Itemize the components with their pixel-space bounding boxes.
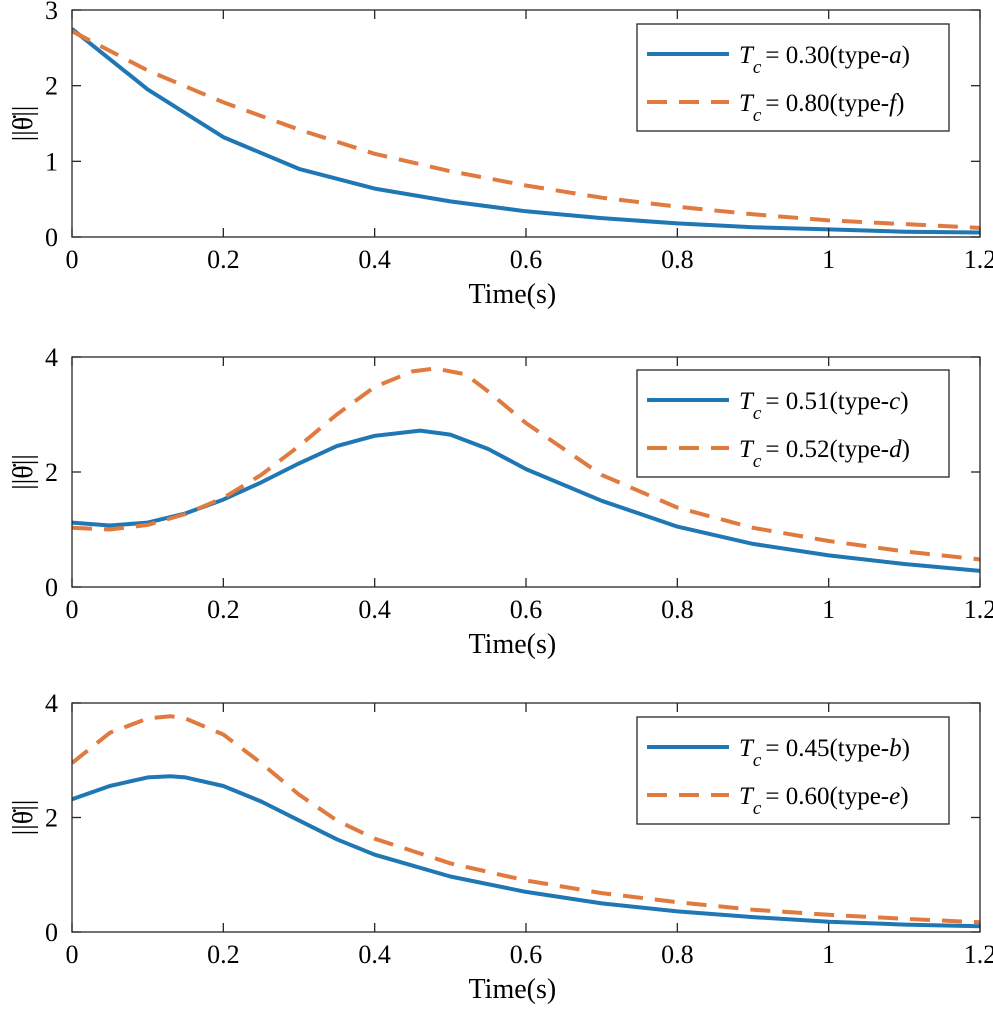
- legend: Tc = 0.30(type-a)Tc = 0.80(type-f): [636, 23, 950, 132]
- x-tick-label: 0.4: [358, 595, 391, 624]
- x-tick-label: 0: [66, 940, 79, 969]
- x-tick-label: 1: [822, 940, 835, 969]
- legend-sub: c: [753, 105, 762, 126]
- x-tick-label: 0: [66, 245, 79, 274]
- x-tick-label: 1.2: [964, 940, 993, 969]
- series-line-dashed: [72, 366, 980, 562]
- legend-close: ): [896, 90, 904, 117]
- legend-box: [636, 369, 950, 478]
- y-tick-label: 4: [45, 689, 58, 718]
- legend-close: ): [902, 436, 910, 463]
- legend-entry: Tc = 0.60(type-e): [739, 783, 909, 819]
- y-tick-label: 0: [45, 918, 58, 947]
- legend-entry: Tc = 0.51(type-c): [739, 388, 909, 424]
- legend-type: b: [889, 735, 902, 762]
- legend-close: ): [900, 783, 908, 810]
- x-axis-title: Time(s): [469, 974, 557, 1005]
- series-line-dashed: [72, 29, 980, 230]
- x-tick-label: 0.2: [207, 595, 240, 624]
- series-line-dashed: [72, 714, 980, 925]
- x-tick-label: 0.6: [510, 940, 543, 969]
- x-tick-label: 0.6: [510, 595, 543, 624]
- x-tick-label: 0.2: [207, 245, 240, 274]
- legend-close: ): [902, 42, 910, 69]
- x-tick-label: 1: [822, 595, 835, 624]
- x-tick-label: 1.2: [964, 245, 993, 274]
- legend-type: e: [889, 783, 900, 810]
- legend-sub: c: [753, 798, 762, 819]
- y-tick-label: 2: [45, 804, 58, 833]
- y-axis-title: ||θ̇||: [8, 106, 39, 142]
- legend-entry: Tc = 0.45(type-b): [739, 735, 910, 771]
- x-tick-label: 0.4: [358, 940, 391, 969]
- x-tick-label: 0: [66, 595, 79, 624]
- legend-sym: T: [739, 783, 755, 810]
- legend-value: = 0.52(type-: [765, 436, 889, 463]
- x-axis-title: Time(s): [469, 279, 557, 310]
- legend-sym: T: [739, 42, 755, 69]
- y-tick-label: 3: [45, 0, 58, 25]
- x-tick-label: 0.2: [207, 940, 240, 969]
- legend-sym: T: [739, 436, 755, 463]
- x-tick-label: 0.8: [661, 245, 694, 274]
- y-tick-label: 2: [45, 458, 58, 487]
- x-tick-label: 0.8: [661, 940, 694, 969]
- legend-close: ): [902, 735, 910, 762]
- legend-type: d: [889, 436, 902, 463]
- x-axis-title: Time(s): [469, 629, 557, 660]
- y-tick-label: 4: [45, 343, 58, 372]
- legend-entry: Tc = 0.80(type-f): [739, 90, 904, 126]
- x-tick-label: 1.2: [964, 595, 993, 624]
- legend: Tc = 0.45(type-b)Tc = 0.60(type-e): [636, 716, 950, 825]
- legend-box: [636, 716, 950, 825]
- x-tick-label: 0.6: [510, 245, 543, 274]
- y-axis-title: ||θ̇||: [8, 454, 39, 490]
- legend-type: f: [889, 90, 899, 117]
- legend-value: = 0.45(type-: [765, 735, 889, 762]
- legend-sub: c: [753, 750, 762, 771]
- legend-value: = 0.51(type-: [765, 388, 889, 415]
- legend-sym: T: [739, 735, 755, 762]
- y-tick-label: 0: [45, 573, 58, 602]
- legend-value: = 0.80(type-: [765, 90, 889, 117]
- legend-sub: c: [753, 403, 762, 424]
- legend-value: = 0.30(type-: [765, 42, 889, 69]
- legend-value: = 0.60(type-: [765, 783, 889, 810]
- x-tick-label: 1: [822, 245, 835, 274]
- x-tick-label: 0.8: [661, 595, 694, 624]
- legend-entry: Tc = 0.30(type-a): [739, 42, 910, 78]
- legend: Tc = 0.51(type-c)Tc = 0.52(type-d): [636, 369, 950, 478]
- legend-sub: c: [753, 451, 762, 472]
- legend-type: a: [889, 42, 902, 69]
- legend-close: ): [900, 388, 908, 415]
- legend-type: c: [889, 388, 900, 415]
- legend-entry: Tc = 0.52(type-d): [739, 436, 910, 472]
- y-tick-label: 0: [45, 223, 58, 252]
- legend-sym: T: [739, 90, 755, 117]
- y-axis-title: ||θ̇||: [8, 800, 39, 836]
- legend-box: [636, 23, 950, 132]
- y-tick-label: 2: [45, 72, 58, 101]
- legend-sym: T: [739, 388, 755, 415]
- y-tick-label: 1: [45, 147, 58, 176]
- series-line-solid: [72, 774, 980, 929]
- legend-sub: c: [753, 57, 762, 78]
- x-tick-label: 0.4: [358, 245, 391, 274]
